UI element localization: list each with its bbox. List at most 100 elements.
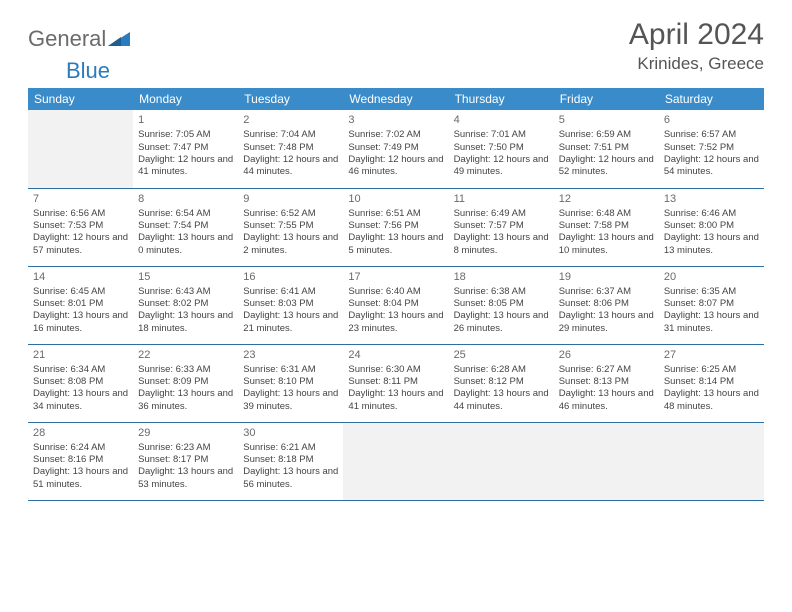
- day-number: 6: [664, 113, 759, 127]
- day-cell: 26Sunrise: 6:27 AMSunset: 8:13 PMDayligh…: [554, 344, 659, 422]
- daylight-line: Daylight: 13 hours and 2 minutes.: [243, 232, 338, 257]
- sunset-line: Sunset: 8:02 PM: [138, 298, 233, 310]
- calendar-row: 1Sunrise: 7:05 AMSunset: 7:47 PMDaylight…: [28, 110, 764, 188]
- weekday-header: Thursday: [449, 88, 554, 110]
- day-cell: 11Sunrise: 6:49 AMSunset: 7:57 PMDayligh…: [449, 188, 554, 266]
- sunrise-line: Sunrise: 6:43 AM: [138, 286, 233, 298]
- sunset-line: Sunset: 8:00 PM: [664, 220, 759, 232]
- day-number: 21: [33, 348, 128, 362]
- weekday-header: Wednesday: [343, 88, 448, 110]
- calendar-row: 21Sunrise: 6:34 AMSunset: 8:08 PMDayligh…: [28, 344, 764, 422]
- sunset-line: Sunset: 8:13 PM: [559, 376, 654, 388]
- day-cell: 30Sunrise: 6:21 AMSunset: 8:18 PMDayligh…: [238, 422, 343, 500]
- sunrise-line: Sunrise: 6:45 AM: [33, 286, 128, 298]
- sunrise-line: Sunrise: 6:57 AM: [664, 129, 759, 141]
- sunrise-line: Sunrise: 6:40 AM: [348, 286, 443, 298]
- daylight-line: Daylight: 13 hours and 41 minutes.: [348, 388, 443, 413]
- logo-text-blue: Blue: [66, 58, 110, 83]
- sunset-line: Sunset: 8:10 PM: [243, 376, 338, 388]
- day-number: 25: [454, 348, 549, 362]
- daylight-line: Daylight: 13 hours and 48 minutes.: [664, 388, 759, 413]
- sunrise-line: Sunrise: 6:30 AM: [348, 364, 443, 376]
- sunset-line: Sunset: 8:03 PM: [243, 298, 338, 310]
- day-number: 26: [559, 348, 654, 362]
- sunset-line: Sunset: 8:16 PM: [33, 454, 128, 466]
- day-number: 10: [348, 192, 443, 206]
- weekday-header: Saturday: [659, 88, 764, 110]
- title-block: April 2024 Krinides, Greece: [629, 18, 764, 74]
- sunrise-line: Sunrise: 7:05 AM: [138, 129, 233, 141]
- day-cell: 17Sunrise: 6:40 AMSunset: 8:04 PMDayligh…: [343, 266, 448, 344]
- weekday-header: Tuesday: [238, 88, 343, 110]
- day-cell: 6 Sunrise: 6:57 AMSunset: 7:52 PMDaylight…: [659, 110, 764, 188]
- sunset-line: Sunset: 8:14 PM: [664, 376, 759, 388]
- sunset-line: Sunset: 8:18 PM: [243, 454, 338, 466]
- weekday-header-row: SundayMondayTuesdayWednesdayThursdayFrid…: [28, 88, 764, 110]
- daylight-line: Daylight: 12 hours and 41 minutes.: [138, 154, 233, 179]
- day-number: 9: [243, 192, 338, 206]
- empty-cell: [659, 422, 764, 500]
- day-number: 7: [33, 192, 128, 206]
- daylight-line: Daylight: 13 hours and 51 minutes.: [33, 466, 128, 491]
- daylight-line: Daylight: 13 hours and 10 minutes.: [559, 232, 654, 257]
- sunrise-line: Sunrise: 7:04 AM: [243, 129, 338, 141]
- sunset-line: Sunset: 7:49 PM: [348, 142, 443, 154]
- sunrise-line: Sunrise: 6:51 AM: [348, 208, 443, 220]
- daylight-line: Daylight: 13 hours and 21 minutes.: [243, 310, 338, 335]
- day-number: 16: [243, 270, 338, 284]
- day-cell: 15Sunrise: 6:43 AMSunset: 8:02 PMDayligh…: [133, 266, 238, 344]
- calendar-body: 1Sunrise: 7:05 AMSunset: 7:47 PMDaylight…: [28, 110, 764, 500]
- sunrise-line: Sunrise: 6:46 AM: [664, 208, 759, 220]
- sunrise-line: Sunrise: 6:48 AM: [559, 208, 654, 220]
- day-cell: 22Sunrise: 6:33 AMSunset: 8:09 PMDayligh…: [133, 344, 238, 422]
- logo: General: [28, 26, 134, 52]
- sunrise-line: Sunrise: 6:37 AM: [559, 286, 654, 298]
- day-number: 18: [454, 270, 549, 284]
- day-cell: 3Sunrise: 7:02 AMSunset: 7:49 PMDaylight…: [343, 110, 448, 188]
- sunrise-line: Sunrise: 7:01 AM: [454, 129, 549, 141]
- day-number: 11: [454, 192, 549, 206]
- day-cell: 23Sunrise: 6:31 AMSunset: 8:10 PMDayligh…: [238, 344, 343, 422]
- day-number: 13: [664, 192, 759, 206]
- daylight-line: Daylight: 12 hours and 54 minutes.: [664, 154, 759, 179]
- sunset-line: Sunset: 7:57 PM: [454, 220, 549, 232]
- day-cell: 16Sunrise: 6:41 AMSunset: 8:03 PMDayligh…: [238, 266, 343, 344]
- empty-cell: [343, 422, 448, 500]
- sunset-line: Sunset: 7:53 PM: [33, 220, 128, 232]
- day-cell: 21Sunrise: 6:34 AMSunset: 8:08 PMDayligh…: [28, 344, 133, 422]
- sunrise-line: Sunrise: 6:27 AM: [559, 364, 654, 376]
- sunrise-line: Sunrise: 6:52 AM: [243, 208, 338, 220]
- calendar-table: SundayMondayTuesdayWednesdayThursdayFrid…: [28, 88, 764, 501]
- weekday-header: Friday: [554, 88, 659, 110]
- day-cell: 18Sunrise: 6:38 AMSunset: 8:05 PMDayligh…: [449, 266, 554, 344]
- empty-cell: [554, 422, 659, 500]
- daylight-line: Daylight: 12 hours and 46 minutes.: [348, 154, 443, 179]
- day-number: 4: [454, 113, 549, 127]
- sunset-line: Sunset: 8:05 PM: [454, 298, 549, 310]
- sunrise-line: Sunrise: 6:25 AM: [664, 364, 759, 376]
- sunrise-line: Sunrise: 6:31 AM: [243, 364, 338, 376]
- day-number: 29: [138, 426, 233, 440]
- day-number: 20: [664, 270, 759, 284]
- daylight-line: Daylight: 13 hours and 29 minutes.: [559, 310, 654, 335]
- sunset-line: Sunset: 7:52 PM: [664, 142, 759, 154]
- sunrise-line: Sunrise: 6:24 AM: [33, 442, 128, 454]
- page-title: April 2024: [629, 18, 764, 52]
- day-number: 8: [138, 192, 233, 206]
- sunrise-line: Sunrise: 6:59 AM: [559, 129, 654, 141]
- logo-text-general: General: [28, 26, 106, 52]
- calendar-row: 7Sunrise: 6:56 AMSunset: 7:53 PMDaylight…: [28, 188, 764, 266]
- day-number: 15: [138, 270, 233, 284]
- day-cell: 5Sunrise: 6:59 AMSunset: 7:51 PMDaylight…: [554, 110, 659, 188]
- empty-cell: [449, 422, 554, 500]
- sunset-line: Sunset: 8:01 PM: [33, 298, 128, 310]
- day-number: 23: [243, 348, 338, 362]
- sunrise-line: Sunrise: 6:23 AM: [138, 442, 233, 454]
- sunset-line: Sunset: 7:58 PM: [559, 220, 654, 232]
- daylight-line: Daylight: 12 hours and 49 minutes.: [454, 154, 549, 179]
- sunset-line: Sunset: 8:11 PM: [348, 376, 443, 388]
- day-number: 30: [243, 426, 338, 440]
- sunset-line: Sunset: 7:54 PM: [138, 220, 233, 232]
- day-number: 27: [664, 348, 759, 362]
- daylight-line: Daylight: 13 hours and 34 minutes.: [33, 388, 128, 413]
